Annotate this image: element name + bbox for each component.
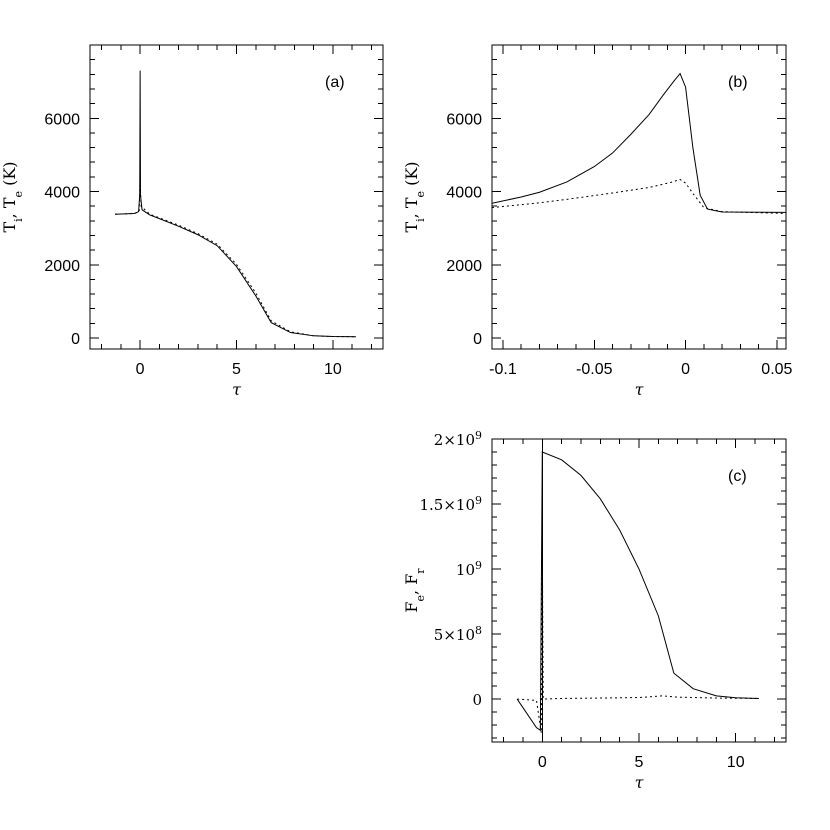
series-solid-line: [516, 451, 759, 732]
panel-a: 0 5 10 0 2000 4000 6000 τ Ti, Te (K) (a): [0, 44, 384, 399]
y-tick-label: 0: [473, 331, 482, 348]
series-solid-line: [492, 72, 786, 213]
y-tick-label: 0: [472, 691, 482, 709]
x-tick-label: 0: [681, 361, 690, 378]
y-tick-label: 1.5×109: [419, 494, 482, 515]
x-tick-label: 5: [232, 361, 241, 378]
y-axis-label: Fe, Fr: [402, 568, 427, 613]
y-tick-label: 6000: [446, 111, 482, 128]
x-tick-label: -0.1: [489, 361, 517, 378]
y-tick-label: 2×109: [434, 429, 482, 450]
x-tick-label: 10: [727, 754, 745, 771]
x-axis-label: τ: [635, 773, 645, 792]
y-tick-label: 109: [456, 559, 482, 580]
y-tick-label: 4000: [44, 185, 80, 202]
y-axis-label: Ti, Te (K): [0, 161, 25, 232]
panel-b: -0.1 -0.05 0 0.05 0 2000 4000 6000 τ Ti, Te (K) (b…: [402, 44, 793, 399]
x-axis-label: τ: [635, 380, 645, 399]
y-tick-label: 2000: [44, 258, 80, 275]
x-tick-label: 0: [136, 361, 145, 378]
y-tick-label: 4000: [446, 185, 482, 202]
y-tick-label: 5×108: [434, 624, 482, 645]
x-tick-label: 5: [635, 754, 644, 771]
series-dotted-line: [517, 543, 759, 733]
panel-c: 0 5 10 0 5×108 109 1.5×109 2×109 τ Fe, Fr (c): [402, 429, 787, 792]
x-tick-label: -0.05: [576, 361, 613, 378]
series-dotted-line: [115, 180, 357, 338]
x-tick-label: 0: [538, 754, 547, 771]
x-tick-label: 10: [324, 361, 342, 378]
y-tick-label: 2000: [446, 258, 482, 275]
plot-frame: [491, 44, 787, 350]
panel-label: (a): [325, 74, 345, 91]
y-tick-label: 0: [71, 331, 80, 348]
y-axis-label: Ti, Te (K): [402, 161, 427, 232]
panel-label: (c): [728, 468, 747, 485]
series-solid-line: [115, 70, 357, 338]
x-tick-label: 0.05: [761, 361, 792, 378]
panel-label: (b): [728, 74, 748, 91]
series-dotted-line: [492, 178, 786, 214]
x-axis-label: τ: [232, 380, 242, 399]
y-tick-label: 6000: [44, 111, 80, 128]
